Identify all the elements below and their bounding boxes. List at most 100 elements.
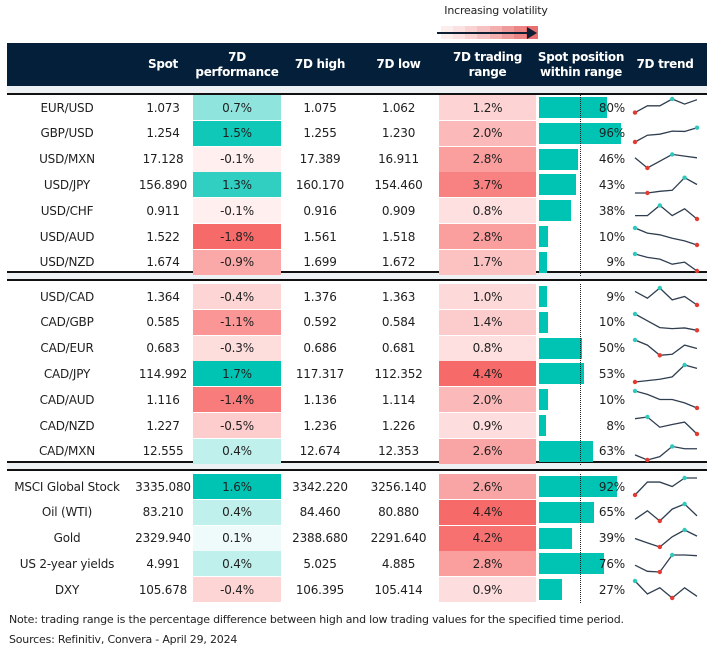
spot-position-value: 53% bbox=[598, 366, 625, 381]
sparkline-low-point bbox=[694, 431, 700, 437]
trend-sparkline bbox=[631, 551, 701, 576]
table-row: CAD/NZD 1.227 -0.5% 1.236 1.226 0.9% 8% bbox=[0, 413, 707, 438]
spot-value: 3335.080 bbox=[135, 479, 191, 494]
sparkline-high-point bbox=[632, 578, 638, 584]
sparkline-low-point bbox=[694, 405, 700, 411]
table-header: Spot 7D performance 7D high 7D low 7D tr… bbox=[7, 43, 707, 86]
sparkline-chart bbox=[634, 553, 698, 575]
table-row: MSCI Global Stock 3335.080 1.6% 3342.220 325… bbox=[0, 474, 707, 499]
sparkline-high-point bbox=[670, 96, 675, 102]
trading-range-value: 3.7% bbox=[439, 172, 536, 198]
spot-position-bar bbox=[539, 415, 546, 436]
high-value: 84.460 bbox=[299, 505, 341, 520]
trend-sparkline bbox=[631, 250, 701, 275]
midpoint-dotted-line bbox=[580, 95, 581, 276]
low-value: 1.672 bbox=[381, 255, 416, 270]
footer-sources: Sources: Refinitiv, Convera - April 29, … bbox=[9, 633, 238, 646]
sparkline-chart bbox=[634, 151, 698, 170]
spot-position-bar bbox=[539, 579, 562, 601]
sparkline-line bbox=[634, 253, 698, 272]
sparkline-low-point bbox=[694, 327, 700, 333]
trading-range-value: 2.0% bbox=[439, 120, 536, 146]
spot-value: 4.991 bbox=[146, 556, 180, 571]
spot-value: 83.210 bbox=[142, 505, 184, 520]
spot-position-cell: 96% bbox=[539, 121, 627, 146]
sparkline-chart bbox=[632, 337, 698, 358]
spot-value: 105.678 bbox=[138, 582, 188, 597]
spot-position-bar bbox=[539, 148, 579, 170]
performance-value: 0.7% bbox=[193, 95, 281, 120]
spot-position-value: 50% bbox=[598, 341, 625, 356]
spot-position-bar bbox=[539, 97, 607, 118]
low-value: 1.230 bbox=[381, 126, 416, 141]
divider bbox=[7, 469, 707, 471]
table-row: USD/JPY 156.890 1.3% 160.170 154.460 3.7% 43% bbox=[0, 172, 707, 198]
sparkline-low-point bbox=[645, 165, 650, 170]
spot-value: 156.890 bbox=[138, 177, 188, 192]
trend-sparkline bbox=[631, 526, 701, 551]
divider bbox=[7, 461, 707, 463]
sparkline-chart bbox=[634, 285, 700, 308]
high-value: 2388.680 bbox=[292, 531, 348, 546]
instrument-name: Gold bbox=[53, 531, 81, 546]
low-value: 1.518 bbox=[381, 229, 416, 244]
performance-value: -0.1% bbox=[193, 146, 281, 172]
sparkline-chart bbox=[635, 203, 700, 222]
performance-value: -0.1% bbox=[193, 198, 281, 224]
performance-value: -1.1% bbox=[193, 309, 281, 335]
sparkline-line bbox=[634, 416, 698, 435]
trading-range-value: 2.6% bbox=[439, 438, 536, 464]
performance-value: 0.4% bbox=[193, 438, 281, 464]
instrument-name: DXY bbox=[54, 582, 80, 597]
spot-value: 12.555 bbox=[142, 444, 184, 459]
spot-position-cell: 8% bbox=[539, 413, 627, 438]
spot-position-value: 92% bbox=[598, 479, 625, 494]
low-value: 154.460 bbox=[374, 177, 423, 192]
sparkline-high-point bbox=[682, 175, 687, 181]
spot-position-value: 27% bbox=[598, 582, 625, 597]
performance-value: 0.4% bbox=[193, 551, 281, 577]
instrument-name: CAD/EUR bbox=[40, 341, 94, 356]
high-value: 17.389 bbox=[299, 152, 341, 167]
high-value: 1.236 bbox=[303, 418, 337, 433]
spot-position-cell: 63% bbox=[539, 439, 627, 464]
low-value: 0.681 bbox=[381, 341, 416, 356]
low-value: 2291.640 bbox=[370, 531, 427, 546]
sparkline-low-point bbox=[632, 139, 638, 144]
sparkline-high-point bbox=[694, 125, 700, 130]
sparkline-line bbox=[635, 177, 698, 195]
high-value: 1.699 bbox=[303, 255, 337, 270]
spot-value: 1.254 bbox=[146, 126, 180, 141]
sparkline-line bbox=[634, 580, 698, 600]
sparkline-chart bbox=[632, 251, 700, 273]
sparkline-low-point bbox=[645, 457, 650, 462]
group-separator bbox=[7, 86, 707, 93]
table-row: USD/MXN 17.128 -0.1% 17.389 16.911 2.8% 46% bbox=[0, 146, 707, 172]
sparkline-line bbox=[634, 445, 697, 461]
trend-sparkline bbox=[631, 387, 701, 412]
spot-position-cell: 38% bbox=[539, 198, 627, 223]
trend-sparkline bbox=[631, 336, 701, 361]
spot-value: 0.585 bbox=[146, 315, 180, 330]
performance-value: -0.5% bbox=[193, 413, 281, 438]
sparkline-low-point bbox=[645, 191, 650, 196]
spot-position-value: 80% bbox=[598, 100, 625, 115]
trend-sparkline bbox=[631, 310, 701, 335]
spot-position-value: 46% bbox=[598, 152, 625, 167]
sparkline-chart bbox=[632, 475, 697, 498]
table-row: CAD/GBP 0.585 -1.1% 0.592 0.584 1.4% 10% bbox=[0, 309, 707, 335]
performance-value: -0.4% bbox=[193, 577, 281, 603]
trend-sparkline bbox=[631, 224, 701, 249]
instrument-name: CAD/GBP bbox=[40, 315, 94, 330]
spot-value: 17.128 bbox=[142, 152, 184, 167]
performance-value: 1.6% bbox=[193, 474, 281, 499]
table-row: USD/AUD 1.522 -1.8% 1.561 1.518 2.8% 10% bbox=[0, 224, 707, 249]
trading-range-value: 1.2% bbox=[439, 95, 536, 120]
midpoint-dotted-line bbox=[580, 474, 581, 603]
sparkline-line bbox=[634, 390, 698, 409]
sparkline-line bbox=[634, 153, 698, 169]
spot-value: 114.992 bbox=[138, 366, 188, 381]
table-row: US 2-year yields 4.991 0.4% 5.025 4.885 2.8% 7… bbox=[0, 551, 707, 577]
high-value: 1.561 bbox=[303, 229, 337, 244]
spot-position-bar bbox=[539, 553, 604, 575]
